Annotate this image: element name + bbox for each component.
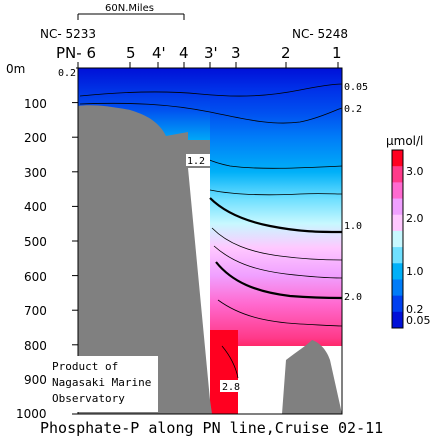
credit-line: Observatory — [52, 392, 125, 405]
scale-bar-label: 60N.Miles — [105, 3, 154, 14]
no-data-area-mid — [238, 346, 242, 350]
station-label-3: 3 — [231, 44, 241, 62]
contour-2-0-thick — [215, 261, 343, 300]
station-label-4p: 4' — [152, 44, 166, 62]
colorbar: μmol/l 3.0 2.0 1.0 0.2 0.05 — [386, 134, 431, 329]
contour-value-labels: 0.2 1.2 2.8 0.05 0.2 1.0 2.0 — [56, 66, 368, 393]
y-tick-label: 1000 — [16, 407, 47, 421]
contour-0-2 — [79, 102, 343, 124]
y-tick-label: 700 — [24, 304, 47, 318]
seafloor-topography — [78, 105, 212, 414]
section-plot — [77, 62, 343, 415]
credit-line: Product of — [52, 360, 118, 373]
contour-label: 1.2 — [187, 156, 205, 167]
contour-2-8 — [221, 345, 239, 379]
contour-label: 0.2 — [344, 104, 362, 115]
colorbar-label: 3.0 — [406, 165, 424, 178]
scale-bar: 60N.Miles — [77, 3, 185, 20]
colorbar-cell — [392, 295, 403, 313]
seafloor-ridge — [282, 340, 342, 414]
contour-label: 2.0 — [344, 292, 362, 303]
y-axis: 0m 100 200 300 400 500 600 700 800 900 1… — [6, 62, 78, 421]
colorbar-cell — [392, 182, 403, 200]
high-phosphate-patch — [210, 330, 238, 380]
ship-station-start: NC- 5233 — [40, 27, 96, 41]
colorbar-cell — [392, 150, 403, 167]
station-labels: PN- 6 5 4' 4 3' 3 2 1 — [56, 44, 342, 62]
y-tick-label: 900 — [24, 373, 47, 387]
y-tick-label: 400 — [24, 200, 47, 214]
contour-label: 0.05 — [344, 82, 368, 93]
y-tick-label: 800 — [24, 339, 47, 353]
contour-lines — [79, 83, 343, 379]
y-tick-label: 200 — [24, 131, 47, 145]
y-tick-label: 300 — [24, 166, 47, 180]
contour-label: 1.0 — [344, 221, 362, 232]
colorbar-label: 2.0 — [406, 212, 424, 225]
y-tick-label: 500 — [24, 235, 47, 249]
colorbar-cell — [392, 247, 403, 264]
colorbar-cell — [392, 230, 403, 248]
colorbar-label: 0.05 — [406, 314, 431, 327]
station-label-pn6: PN- 6 — [56, 44, 96, 62]
contour-label: 0.2 — [58, 68, 76, 79]
colorbar-frame — [391, 149, 404, 329]
colorbar-cell — [392, 214, 403, 232]
colorbar-unit: μmol/l — [386, 134, 423, 148]
y-tick-label: 100 — [24, 97, 47, 111]
y-tick-label: 0m — [6, 62, 25, 76]
colorbar-cell — [392, 263, 403, 280]
station-label-5: 5 — [126, 44, 136, 62]
colorbar-cell — [392, 166, 403, 183]
colorbar-cell — [392, 279, 403, 297]
contour-1-2 — [211, 227, 343, 261]
contour-0-05 — [79, 83, 343, 97]
ship-station-end: NC- 5248 — [292, 27, 348, 41]
station-label-3p: 3' — [204, 44, 218, 62]
y-tick-label: 600 — [24, 270, 47, 284]
colorbar-cell — [392, 198, 403, 216]
contour-1-0a — [209, 189, 343, 196]
credit-box: Product of Nagasaki Marine Observatory — [48, 356, 158, 412]
colorbar-label: 1.0 — [406, 265, 424, 278]
station-label-2: 2 — [281, 44, 291, 62]
contour-1-5 — [213, 245, 343, 279]
colorbar-label: 0.2 — [406, 303, 424, 316]
station-ticks — [77, 62, 339, 68]
credit-line: Nagasaki Marine — [52, 376, 151, 389]
chart-title: Phosphate-P along PN line,Cruise 02-11 — [40, 419, 383, 437]
station-label-4: 4 — [179, 44, 189, 62]
contour-1-0-thick — [209, 197, 343, 234]
contour-2-5 — [217, 299, 343, 327]
station-label-1: 1 — [332, 44, 342, 62]
colorbar-cells — [392, 150, 403, 329]
contour-label: 2.8 — [222, 382, 240, 393]
colorbar-cell — [392, 311, 403, 329]
